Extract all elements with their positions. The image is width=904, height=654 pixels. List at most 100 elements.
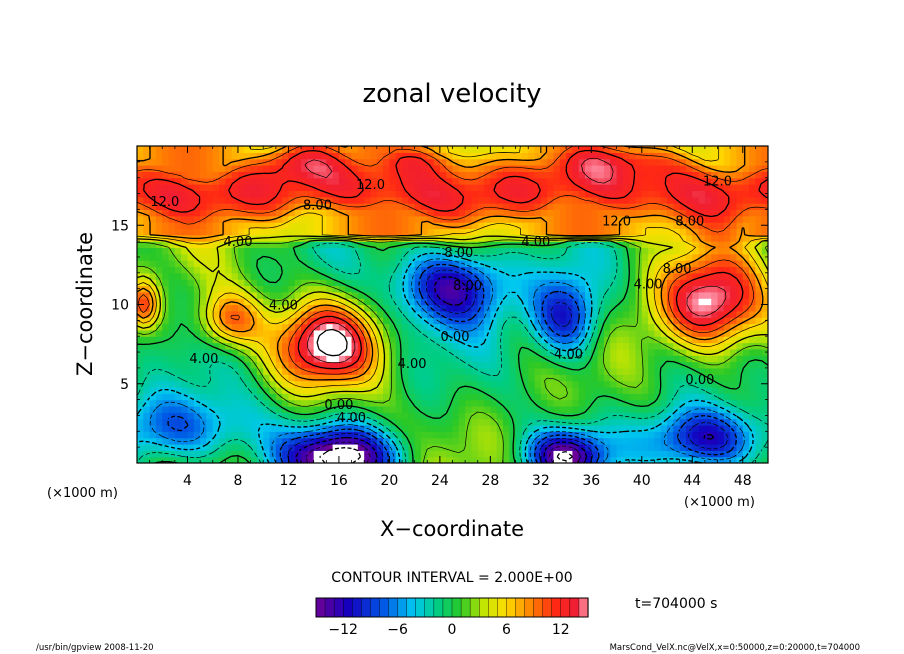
heatmap-cell: [673, 165, 681, 172]
heatmap-cell: [212, 165, 220, 172]
heatmap-cell: [660, 260, 668, 268]
heatmap-cell: [654, 228, 662, 236]
heatmap-cell: [313, 336, 321, 344]
heatmap-cell: [723, 298, 731, 306]
heatmap-cell: [685, 171, 693, 179]
heatmap-cell: [269, 171, 277, 179]
heatmap-cell: [641, 329, 649, 337]
heatmap-cell: [635, 196, 643, 204]
heatmap-cell: [269, 203, 277, 210]
heatmap-cell: [446, 285, 454, 293]
heatmap-cell: [256, 158, 264, 166]
heatmap-cell: [509, 228, 517, 236]
heatmap-cell: [231, 184, 239, 191]
heatmap-cell: [610, 298, 618, 306]
heatmap-cell: [420, 405, 428, 413]
heatmap-cell: [275, 171, 283, 179]
heatmap-cell: [181, 374, 189, 382]
heatmap-cell: [641, 234, 649, 242]
heatmap-cell: [225, 329, 233, 337]
heatmap-cell: [603, 431, 611, 439]
heatmap-cell: [723, 380, 731, 388]
heatmap-cell: [692, 247, 700, 255]
heatmap-cell: [648, 405, 656, 413]
heatmap-cell: [250, 279, 258, 287]
heatmap-cell: [603, 342, 611, 350]
heatmap-cell: [641, 431, 649, 439]
heatmap-cell: [275, 310, 283, 318]
heatmap-cell: [376, 215, 384, 223]
heatmap-cell: [471, 355, 479, 363]
heatmap-cell: [263, 146, 271, 153]
heatmap-cell: [502, 234, 510, 242]
heatmap-cell: [534, 260, 542, 268]
heatmap-cell: [704, 215, 712, 223]
heatmap-cell: [162, 418, 170, 426]
heatmap-cell: [629, 260, 637, 268]
heatmap-cell: [490, 253, 498, 261]
heatmap-cell: [155, 393, 163, 401]
heatmap-cell: [200, 367, 208, 375]
heatmap-cell: [225, 241, 233, 249]
heatmap-cell: [326, 253, 334, 261]
heatmap-cell: [250, 450, 258, 458]
heatmap-cell: [269, 285, 277, 293]
heatmap-cell: [477, 443, 485, 451]
heatmap-cell: [383, 412, 390, 420]
heatmap-cell: [263, 291, 271, 299]
heatmap-cell: [244, 405, 252, 413]
heatmap-cell: [496, 386, 504, 394]
heatmap-cell: [484, 431, 491, 439]
heatmap-cell: [231, 146, 239, 153]
heatmap-cell: [572, 266, 580, 274]
heatmap-cell: [534, 424, 542, 432]
heatmap-cell: [231, 380, 239, 388]
heatmap-cell: [641, 158, 649, 166]
heatmap-cell: [250, 184, 258, 191]
heatmap-cell: [237, 412, 245, 420]
heatmap-cell: [685, 177, 693, 185]
heatmap-cell: [181, 203, 189, 210]
heatmap-cell: [490, 431, 498, 439]
heatmap-cell: [307, 355, 315, 363]
heatmap-cell: [673, 171, 681, 179]
heatmap-cell: [540, 272, 548, 280]
heatmap-cell: [572, 355, 580, 363]
heatmap-cell: [692, 215, 700, 223]
heatmap-cell: [749, 380, 756, 388]
heatmap-cell: [458, 412, 466, 420]
heatmap-cell: [704, 361, 712, 369]
heatmap-cell: [635, 152, 643, 160]
heatmap-cell: [439, 437, 447, 445]
heatmap-cell: [685, 418, 693, 426]
heatmap-cell: [237, 234, 245, 242]
heatmap-cell: [452, 424, 460, 432]
heatmap-cell: [408, 348, 416, 356]
heatmap-cell: [534, 196, 542, 204]
heatmap-cell: [648, 304, 656, 312]
heatmap-cell: [648, 266, 656, 274]
heatmap-cell: [585, 336, 592, 344]
heatmap-cell: [433, 247, 441, 255]
heatmap-cell: [591, 317, 599, 325]
heatmap-cell: [250, 329, 258, 337]
heatmap-cell: [742, 367, 750, 375]
heatmap-cell: [282, 456, 290, 463]
heatmap-cell: [408, 298, 416, 306]
heatmap-cell: [433, 165, 441, 172]
heatmap-cell: [667, 165, 674, 172]
heatmap-cell: [477, 171, 485, 179]
heatmap-cell: [433, 304, 441, 312]
heatmap-cell: [155, 253, 163, 261]
heatmap-cell: [370, 374, 378, 382]
heatmap-cell: [730, 310, 738, 318]
heatmap-cell: [231, 260, 239, 268]
heatmap-cell: [477, 285, 485, 293]
heatmap-cell: [755, 298, 763, 306]
heatmap-cell: [660, 285, 668, 293]
heatmap-cell: [181, 329, 189, 337]
heatmap-cell: [648, 272, 656, 280]
heatmap-cell: [181, 272, 189, 280]
heatmap-cell: [484, 285, 491, 293]
heatmap-cell: [250, 260, 258, 268]
